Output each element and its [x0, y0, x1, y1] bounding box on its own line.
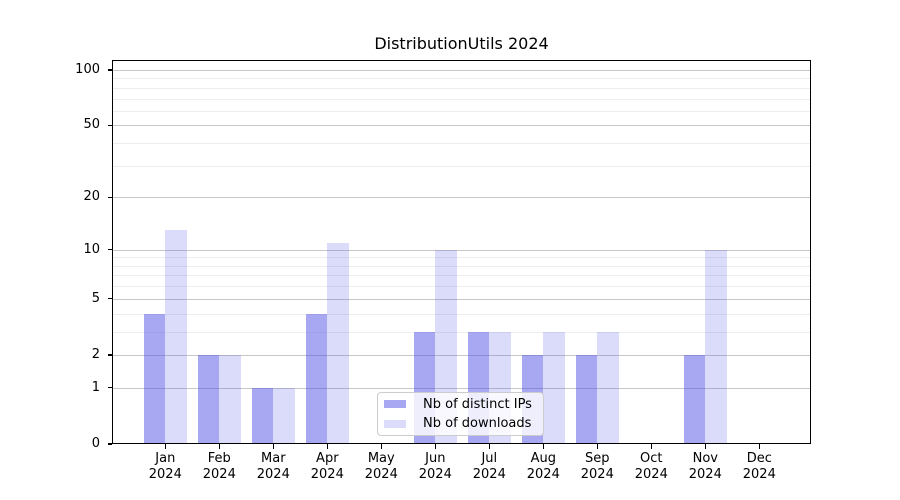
bar-downloads [327, 242, 349, 444]
x-tick-label: Feb 2024 [202, 451, 236, 482]
x-tick-mark [272, 444, 274, 449]
x-tick-mark [434, 444, 436, 449]
bar-downloads [219, 354, 241, 444]
major-gridline [112, 387, 811, 389]
x-tick-mark [380, 444, 382, 449]
minor-gridline [112, 143, 811, 145]
y-tick-mark [107, 196, 112, 198]
minor-gridline [112, 275, 811, 277]
x-tick-label: Jun 2024 [418, 451, 452, 482]
minor-gridline [112, 165, 811, 167]
minor-gridline [112, 87, 811, 89]
bar-distinct-ips [305, 313, 328, 444]
plot-area [112, 60, 811, 444]
legend-swatch-downloads [384, 419, 406, 428]
y-tick-mark [107, 387, 112, 389]
bar-downloads [543, 331, 565, 444]
legend-label-downloads: Nb of downloads [423, 416, 532, 432]
bar-distinct-ips [143, 313, 166, 444]
x-tick-label: Mar 2024 [256, 451, 290, 482]
x-tick-label: Jan 2024 [148, 451, 182, 482]
minor-gridline [112, 313, 811, 315]
y-tick-mark [107, 354, 112, 356]
minor-gridline [112, 265, 811, 267]
bar-downloads [165, 230, 187, 444]
y-tick-label: 10 [83, 241, 100, 257]
legend-item-downloads: Nb of downloads [384, 416, 537, 433]
minor-gridline [112, 78, 811, 80]
x-tick-mark [650, 444, 652, 449]
bar-downloads [705, 249, 727, 444]
chart-title: DistributionUtils 2024 [374, 34, 549, 53]
x-tick-label: Aug 2024 [526, 451, 560, 482]
y-tick-label: 0 [91, 436, 100, 451]
bar-downloads [597, 331, 619, 444]
x-tick-mark [542, 444, 544, 449]
x-tick-label: Oct 2024 [634, 451, 668, 482]
y-tick-mark [107, 124, 112, 126]
y-tick-mark [107, 249, 112, 251]
y-tick-label: 100 [75, 61, 100, 77]
x-tick-label: Dec 2024 [742, 451, 776, 482]
major-gridline [112, 125, 811, 127]
x-tick-label: Jul 2024 [472, 451, 506, 482]
legend-swatch-distinct-ips [384, 400, 406, 409]
y-tick-label: 2 [91, 346, 100, 362]
legend-label-distinct-ips: Nb of distinct IPs [423, 396, 532, 412]
y-tick-mark [107, 443, 112, 445]
y-tick-label: 5 [91, 290, 100, 306]
bar-distinct-ips [575, 354, 598, 444]
legend: Nb of distinct IPs Nb of downloads [377, 392, 544, 436]
x-tick-label: Nov 2024 [688, 451, 722, 482]
bar-distinct-ips [197, 354, 220, 444]
y-tick-mark [107, 298, 112, 300]
x-tick-label: Apr 2024 [310, 451, 344, 482]
x-tick-label: May 2024 [364, 451, 398, 482]
minor-gridline [112, 286, 811, 288]
x-tick-mark [326, 444, 328, 449]
major-gridline [112, 249, 811, 251]
bar-downloads [273, 387, 295, 444]
bar-distinct-ips [683, 354, 706, 444]
minor-gridline [112, 257, 811, 259]
x-tick-mark [164, 444, 166, 449]
x-tick-mark [218, 444, 220, 449]
y-tick-label: 50 [83, 117, 100, 133]
x-tick-mark [596, 444, 598, 449]
major-gridline [112, 354, 811, 356]
minor-gridline [112, 110, 811, 112]
y-tick-mark [107, 69, 112, 71]
legend-item-distinct-ips: Nb of distinct IPs [384, 396, 537, 413]
x-tick-label: Sep 2024 [580, 451, 614, 482]
x-tick-mark [704, 444, 706, 449]
major-gridline [112, 69, 811, 71]
x-tick-mark [488, 444, 490, 449]
minor-gridline [112, 331, 811, 333]
minor-gridline [112, 98, 811, 100]
bar-distinct-ips [251, 387, 274, 444]
x-tick-mark [758, 444, 760, 449]
major-gridline [112, 298, 811, 300]
y-tick-label: 1 [91, 379, 100, 395]
y-tick-label: 20 [83, 189, 100, 205]
major-gridline [112, 197, 811, 199]
